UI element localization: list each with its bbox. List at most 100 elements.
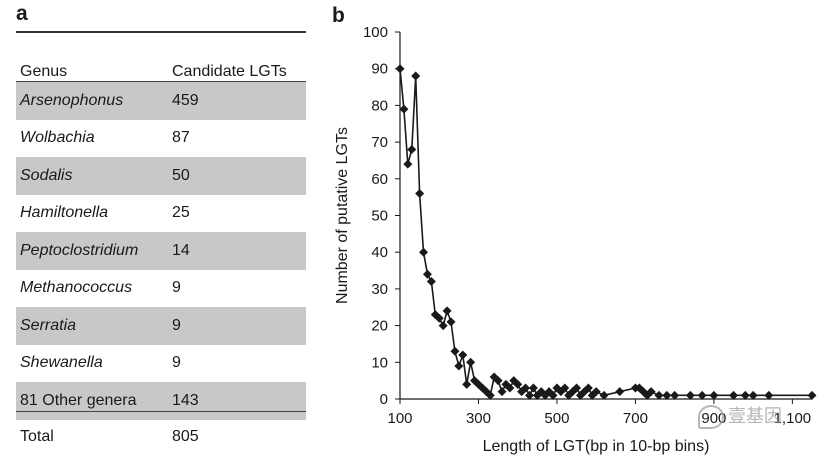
table-row: 81 Other genera 143 (16, 382, 306, 420)
table-row: Shewanella 9 (16, 345, 306, 383)
y-tick-label: 100 (363, 24, 388, 41)
count-cell: 9 (172, 316, 181, 334)
x-axis-label: Length of LGT(bp in 10-bp bins) (483, 438, 710, 455)
y-tick-label: 90 (371, 61, 388, 78)
data-point (568, 387, 578, 397)
count-cell: 459 (172, 91, 199, 109)
count-cell: 87 (172, 129, 190, 147)
data-point (395, 64, 405, 74)
data-point (642, 390, 652, 400)
data-point (399, 104, 409, 114)
data-point (501, 379, 511, 389)
data-point (599, 390, 609, 400)
genus-cell: Serratia (20, 316, 77, 334)
data-point (685, 390, 695, 400)
count-cell: 9 (172, 279, 181, 297)
genus-cell: Hamiltonella (20, 204, 109, 222)
data-point (470, 376, 480, 386)
data-point (591, 387, 601, 397)
data-point (575, 390, 585, 400)
data-point (521, 383, 531, 393)
data-point (740, 390, 750, 400)
data-point (709, 390, 719, 400)
data-point (807, 390, 817, 400)
genus-cell: Arsenophonus (20, 91, 124, 109)
y-tick-label: 20 (371, 318, 388, 335)
series-line (399, 68, 812, 397)
table-row: Methanococcus 9 (16, 270, 306, 308)
data-point (458, 350, 468, 360)
data-point (438, 321, 448, 331)
x-tick-label: 100 (387, 410, 412, 427)
y-tick-label: 10 (371, 354, 388, 371)
data-point (403, 159, 413, 169)
total-label: Total (20, 428, 54, 445)
data-point (536, 387, 546, 397)
data-point (654, 390, 664, 400)
lgt-table: Genus Candidate LGTs Arsenophonus 459 Wolb… (16, 49, 306, 420)
data-point (407, 144, 417, 154)
table-top-rule (16, 31, 306, 33)
y-tick-label: 40 (371, 244, 388, 261)
genus-cell: Peptoclostridium (20, 241, 139, 259)
chart-axes (399, 32, 812, 400)
table-body: Arsenophonus 459 Wolbachia 87 Sodalis 50 Hamil… (16, 82, 306, 420)
table-row: Arsenophonus 459 (16, 82, 306, 120)
panel-a: a (14, 0, 306, 460)
y-tick-label: 50 (371, 208, 388, 225)
panel-b-letter: b (332, 4, 345, 27)
table-row: Peptoclostridium 14 (16, 232, 306, 270)
watermark: 壹基因 (698, 402, 818, 430)
data-point (462, 379, 472, 389)
data-point (587, 390, 597, 400)
total-value: 805 (172, 428, 199, 445)
data-point (552, 383, 562, 393)
data-point (415, 188, 425, 198)
data-point (572, 383, 582, 393)
table-header-row: Genus Candidate LGTs (16, 49, 306, 81)
data-point (662, 390, 672, 400)
data-point (477, 383, 487, 393)
y-ticks: 0 10 20 30 40 50 60 70 80 90 100 (363, 24, 400, 408)
data-point (489, 372, 499, 382)
panel-a-letter: a (16, 2, 28, 25)
data-point (422, 269, 432, 279)
data-point (697, 390, 707, 400)
table-row: Hamiltonella 25 (16, 195, 306, 233)
data-point (532, 390, 542, 400)
data-point (634, 383, 644, 393)
data-point (748, 390, 758, 400)
header-rule (16, 81, 306, 82)
data-point (485, 390, 495, 400)
data-point (729, 390, 739, 400)
data-point (544, 387, 554, 397)
data-point (528, 383, 538, 393)
data-point (454, 361, 464, 371)
genus-cell: Sodalis (20, 166, 73, 184)
data-point (434, 313, 444, 323)
genus-cell: 81 Other genera (20, 391, 137, 409)
data-point (524, 390, 534, 400)
count-cell: 25 (172, 204, 190, 222)
data-point (646, 387, 656, 397)
data-point (442, 306, 452, 316)
count-cell: 9 (172, 354, 181, 372)
x-tick-label: 300 (466, 410, 491, 427)
count-cell: 50 (172, 166, 190, 184)
data-point (670, 390, 680, 400)
data-point (497, 387, 507, 397)
data-points (395, 64, 817, 400)
data-point (513, 379, 523, 389)
y-tick-label: 80 (371, 97, 388, 114)
y-tick-label: 70 (371, 134, 388, 151)
count-cell: 143 (172, 391, 199, 409)
data-point (493, 376, 503, 386)
total-rule (16, 411, 306, 412)
data-point (446, 317, 456, 327)
data-point (430, 310, 440, 320)
genus-cell: Wolbachia (20, 129, 95, 147)
genus-cell: Shewanella (20, 354, 103, 372)
data-point (481, 387, 491, 397)
data-point (540, 390, 550, 400)
watermark-logo-icon (698, 405, 724, 430)
